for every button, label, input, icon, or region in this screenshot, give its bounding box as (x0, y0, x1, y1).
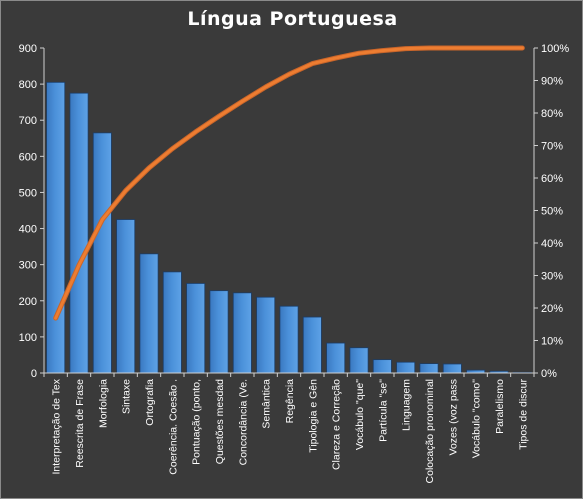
chart-title: Língua Portuguesa (187, 8, 398, 30)
right-tick-label: 20% (541, 303, 563, 315)
right-tick-label: 10% (541, 336, 563, 348)
right-tick-label: 0% (541, 368, 557, 380)
right-tick-label: 90% (541, 76, 563, 88)
category-label: Concordância (Ve. (237, 379, 249, 465)
bar (92, 132, 112, 374)
category-label: Interpretação de Tex (51, 378, 63, 474)
bar (209, 290, 229, 374)
bar (46, 81, 66, 374)
category-label: Linguagem (401, 379, 413, 431)
category-label: Partícula "se" (377, 379, 389, 442)
category-label: Tipologia e Gên (307, 379, 319, 453)
category-label: Vocábulo "que" (354, 379, 366, 450)
bar (186, 283, 206, 374)
category-label: Questões mesdad (214, 379, 226, 464)
bar (69, 92, 89, 374)
category-label: Semântica (261, 379, 273, 429)
axes-layer: 0 100 200 300 400 500 600 700 800 900 0% 10% 20% 30% 4… (19, 43, 570, 483)
bar (442, 363, 462, 374)
category-label: Pontuação (ponto, (191, 379, 203, 465)
category-label: Regência (284, 379, 296, 424)
category-label: Tipos de discur (517, 379, 529, 450)
bar (232, 292, 252, 374)
category-label: Clareza e Correção (331, 379, 343, 470)
category-label: Sintaxe (121, 379, 133, 414)
bar (256, 296, 276, 374)
bar (279, 305, 299, 374)
left-tick-label: 300 (19, 260, 37, 272)
left-tick-label: 0 (31, 368, 37, 380)
bar (419, 363, 439, 374)
left-tick-label: 100 (19, 332, 37, 344)
left-tick-label: 800 (19, 79, 37, 91)
right-tick-label: 100% (541, 43, 569, 55)
category-label: Vocábulo "como" (471, 379, 483, 459)
bar (162, 271, 182, 374)
left-tick-label: 400 (19, 224, 37, 236)
bar (372, 359, 392, 374)
category-label: Morfologia (97, 379, 109, 428)
bar (302, 316, 322, 374)
right-tick-label: 30% (541, 271, 563, 283)
left-tick-label: 500 (19, 187, 37, 199)
category-label: Coerência. Coesão . (167, 379, 179, 475)
bar (326, 342, 346, 374)
bar (349, 347, 369, 374)
right-tick-label: 50% (541, 206, 563, 218)
bar (396, 361, 416, 374)
cumulative-line-layer (53, 45, 525, 321)
category-label: Paralelismo (494, 379, 506, 434)
right-tick-label: 70% (541, 141, 563, 153)
bar (116, 219, 136, 374)
category-label: Ortografia (144, 379, 156, 426)
left-tick-label: 700 (19, 115, 37, 127)
category-label: Colocação pronominal (424, 379, 436, 483)
cumulative-line (54, 46, 524, 320)
left-tick-label: 200 (19, 296, 37, 308)
category-label: Vozes (voz pass (447, 379, 459, 455)
right-tick-label: 60% (541, 173, 563, 185)
left-tick-label: 600 (19, 151, 37, 163)
left-tick-label: 900 (19, 43, 37, 55)
bar (139, 253, 159, 374)
bars-layer (46, 81, 532, 374)
right-tick-label: 40% (541, 238, 563, 250)
category-label: Reescrita de Frase (74, 379, 86, 468)
right-tick-label: 80% (541, 108, 563, 120)
